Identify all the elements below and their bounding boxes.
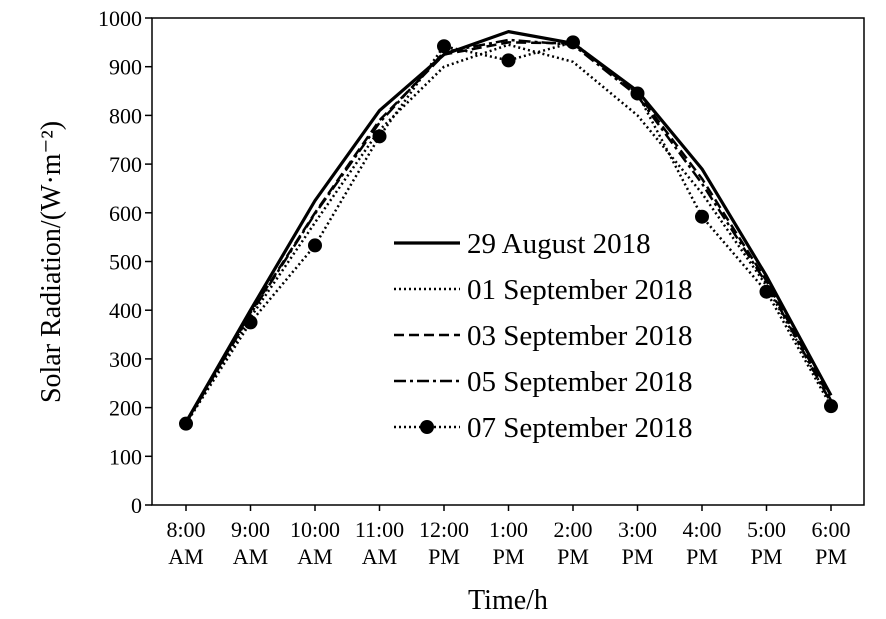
y-tick-label: 0 (131, 493, 142, 518)
data-point-marker (759, 284, 774, 299)
data-point-marker (630, 86, 645, 101)
x-tick-label: 10:00 AM (290, 517, 340, 569)
series-line-3 (184, 41, 833, 424)
y-tick-label: 600 (109, 201, 142, 226)
x-tick-label: 4:00 PM (682, 517, 721, 569)
y-tick-label: 500 (109, 250, 142, 275)
y-tick-label: 300 (109, 347, 142, 372)
y-tick-label: 700 (109, 152, 142, 177)
x-tick-label: 1:00 PM (489, 517, 528, 569)
x-tick-label: 5:00 PM (747, 517, 786, 569)
y-tick-label: 900 (109, 55, 142, 80)
series-lines (179, 30, 838, 431)
series-line-5 (184, 41, 833, 425)
y-tick-label: 800 (109, 103, 142, 128)
plot-frame (151, 17, 865, 506)
series-line-1 (184, 30, 833, 424)
y-tick-label: 200 (109, 396, 142, 421)
data-point-marker (566, 35, 580, 50)
data-point-marker (308, 238, 322, 253)
x-tick-label: 2:00 PM (553, 517, 592, 569)
data-point-marker (437, 39, 451, 54)
data-point-marker (824, 399, 838, 414)
x-tick-label: 12:00 PM (419, 517, 469, 569)
series-line-2 (184, 43, 833, 424)
data-point-marker (695, 209, 709, 224)
y-axis-title: Solar Radiation/(W·m⁻²) (36, 121, 67, 403)
x-tick-label: 8:00 AM (166, 517, 205, 569)
y-tick-label: 400 (109, 298, 142, 323)
x-tick-label: 3:00 PM (618, 517, 657, 569)
x-tick-label: 11:00 AM (355, 517, 404, 569)
x-axis: 8:00 AM 9:00 AM 10:00 AM 11:00 AM 12:00 PM 1:00 PM 2… (166, 505, 851, 569)
x-tick-label: 9:00 AM (231, 517, 270, 569)
legend: 29 August 2018 01 September 2018 03 Septem… (394, 228, 693, 444)
legend-label-2: 01 September 2018 (467, 274, 693, 306)
legend-label-1: 29 August 2018 (467, 228, 651, 260)
data-point-marker (179, 416, 193, 431)
series-line-4 (184, 38, 833, 424)
legend-label-3: 03 September 2018 (467, 320, 693, 352)
y-tick-label: 1000 (98, 6, 142, 31)
legend-label-4: 05 September 2018 (467, 366, 693, 398)
y-tick-label: 100 (109, 444, 142, 469)
x-axis-title: Time/h (468, 585, 548, 616)
data-point-marker (372, 129, 387, 144)
y-axis: 0 100 200 300 400 500 600 700 800 900 1000 (98, 6, 152, 518)
data-point-marker (501, 53, 516, 68)
legend-label-5: 07 September 2018 (467, 412, 693, 444)
legend-marker (420, 420, 434, 434)
data-point-marker (243, 315, 258, 330)
x-tick-label: 6:00 PM (811, 517, 850, 569)
